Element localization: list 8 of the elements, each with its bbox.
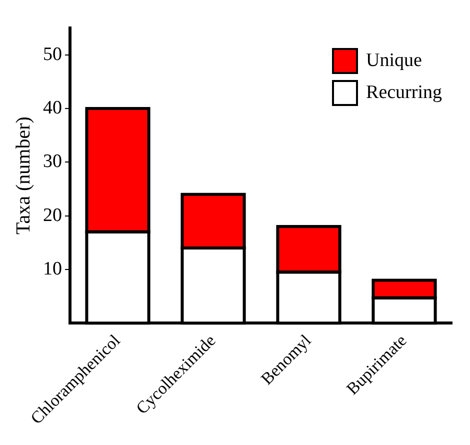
y-tick-label: 40 <box>43 97 62 118</box>
y-tick-label: 50 <box>43 44 62 65</box>
y-axis-title: Taxa (number) <box>12 116 34 235</box>
y-tick-label: 10 <box>43 258 62 280</box>
legend-label: Recurring <box>366 82 442 104</box>
y-tick-label: 30 <box>43 151 62 172</box>
y-tick-label: 20 <box>43 204 62 226</box>
legend-label: Unique <box>366 50 422 72</box>
